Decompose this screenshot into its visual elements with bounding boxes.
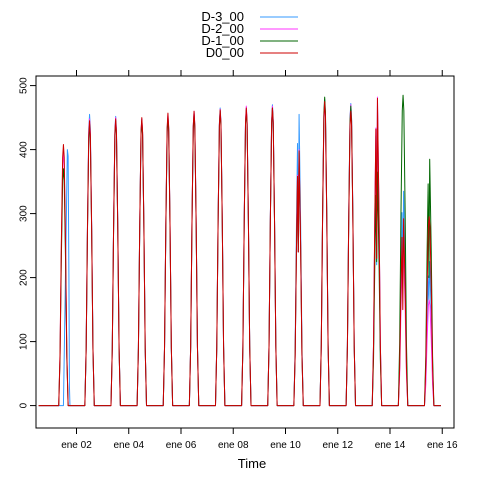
legend-label: D-2_00 xyxy=(201,21,244,36)
y-tick-label: 100 xyxy=(19,333,30,350)
x-tick-label: ene 12 xyxy=(322,440,353,451)
x-tick-label: ene 16 xyxy=(427,440,458,451)
x-axis-top xyxy=(75,70,443,76)
series-layer xyxy=(38,94,441,407)
y-tick-label: 0 xyxy=(19,402,30,408)
x-tick-label: ene 06 xyxy=(166,440,197,451)
y-tick-label: 400 xyxy=(19,141,30,158)
y-tick-label: 200 xyxy=(19,269,30,286)
x-tick-label: ene 14 xyxy=(375,440,406,451)
x-tick-label: ene 04 xyxy=(113,440,144,451)
legend-label: D0_00 xyxy=(206,45,244,60)
series-line-d0-00 xyxy=(38,97,441,407)
x-tick-label: ene 08 xyxy=(218,440,249,451)
x-axis-title: Time xyxy=(238,456,266,471)
x-tick-label: ene 10 xyxy=(270,440,301,451)
legend-label: D-3_00 xyxy=(201,9,244,24)
y-axis: 0 100 200 300 400 500 xyxy=(19,77,36,408)
legend-label: D-1_00 xyxy=(201,33,244,48)
x-axis-bottom: ene 02 ene 04 ene 06 ene 08 ene 10 ene 12 ene … xyxy=(61,428,458,451)
plot-frame xyxy=(35,75,455,429)
y-tick-label: 300 xyxy=(19,205,30,222)
y-tick-label: 500 xyxy=(19,77,30,94)
x-tick-label: ene 02 xyxy=(61,440,92,451)
